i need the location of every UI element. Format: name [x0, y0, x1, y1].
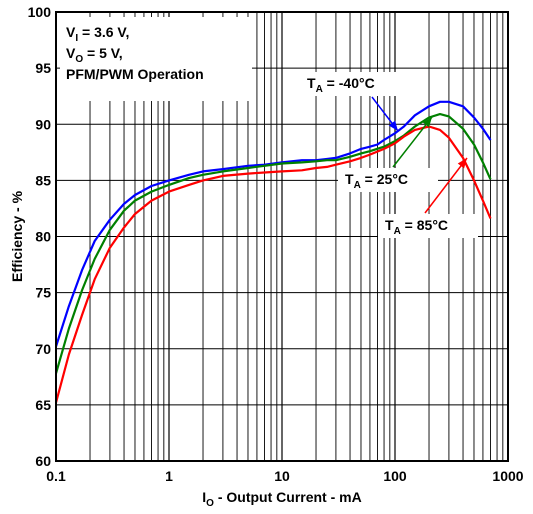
series-arrowhead-3 [457, 158, 467, 169]
x-axis-title-rest: - Output Current - mA [214, 489, 362, 505]
conditions-box [60, 17, 252, 101]
series-label-3-rest: = 85°C [401, 217, 448, 233]
series-label-2-rest: = 25°C [361, 171, 408, 187]
y-tick-label: 95 [35, 60, 51, 76]
x-tick-label: 0.1 [46, 468, 66, 484]
series-line-1 [54, 100, 492, 347]
condition-1: VI = 3.6 V, [66, 24, 129, 44]
x-axis-title-sub: O [206, 498, 214, 509]
x-tick-label: 1 [165, 468, 173, 484]
condition-1-main: V [66, 24, 76, 40]
x-axis-title: IO - Output Current - mA [202, 489, 361, 509]
series-label-box-3 [378, 214, 478, 238]
x-tick-label: 100 [383, 468, 407, 484]
condition-2-main: V [66, 45, 76, 61]
series-label-2-main: T [345, 171, 354, 187]
series-arrowhead-1 [388, 120, 398, 131]
series-arrow-2 [392, 116, 433, 168]
series-line-2 [54, 113, 492, 374]
y-axis-title: Efficiency - % [9, 190, 25, 282]
series-label-3-main: T [385, 217, 394, 233]
x-axis-title-main: I [202, 489, 206, 505]
y-tick-label: 75 [35, 285, 51, 301]
y-tick-label: 90 [35, 116, 51, 132]
y-tick-label: 60 [35, 453, 51, 469]
series-label-2-sub: A [354, 180, 361, 191]
y-tick-label: 100 [28, 4, 52, 20]
series-label-1: TA = -40°C [307, 75, 375, 95]
series-label-1-rest: = -40°C [323, 75, 375, 91]
series-label-1-main: T [307, 75, 316, 91]
series-label-2: TA = 25°C [345, 171, 408, 191]
series-arrow-3 [424, 157, 468, 214]
series-label-3: TA = 85°C [385, 217, 448, 237]
series-label-1-sub: A [316, 84, 323, 95]
series-label-3-sub: A [394, 226, 401, 237]
series-label-box-2 [338, 168, 438, 192]
y-tick-label: 80 [35, 229, 51, 245]
condition-2-rest: = 5 V, [83, 45, 123, 61]
condition-1-sub: I [75, 33, 78, 44]
condition-3: PFM/PWM Operation [66, 66, 204, 82]
x-tick-label: 10 [274, 468, 290, 484]
callout-layer: TA = -40°CTA = 25°CTA = 85°CVI = 3.6 V,V… [66, 24, 478, 238]
plot-frame [55, 11, 509, 462]
series-layer [54, 100, 492, 403]
series-label-box-1 [300, 72, 398, 96]
y-tick-label: 70 [35, 341, 51, 357]
tick-labels: 0.1 1 10 100 1000 60 65 70 75 80 85 90 95 100 [28, 4, 524, 484]
condition-3-main: PFM/PWM Operation [66, 66, 204, 82]
condition-2-sub: O [75, 54, 83, 65]
axis-titles: IO - Output Current - mA Efficiency - % [9, 190, 362, 509]
series-line-3 [54, 125, 492, 403]
series-arrowhead-2 [422, 117, 432, 128]
condition-2: VO = 5 V, [66, 45, 123, 65]
y-tick-label: 65 [35, 397, 51, 413]
x-tick-label: 1000 [492, 468, 523, 484]
y-tick-label: 85 [35, 172, 51, 188]
condition-1-rest: = 3.6 V, [78, 24, 129, 40]
